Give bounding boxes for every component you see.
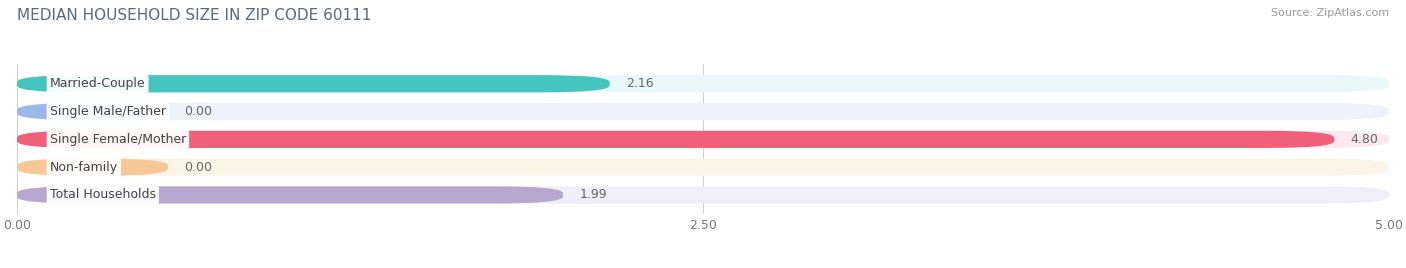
FancyBboxPatch shape <box>17 159 167 176</box>
Text: MEDIAN HOUSEHOLD SIZE IN ZIP CODE 60111: MEDIAN HOUSEHOLD SIZE IN ZIP CODE 60111 <box>17 8 371 23</box>
Text: Total Households: Total Households <box>49 188 156 202</box>
Text: 0.00: 0.00 <box>184 161 212 174</box>
Text: 1.99: 1.99 <box>579 188 607 202</box>
FancyBboxPatch shape <box>17 75 1389 92</box>
FancyBboxPatch shape <box>17 159 1389 176</box>
Text: Single Female/Mother: Single Female/Mother <box>49 133 186 146</box>
Text: 4.80: 4.80 <box>1351 133 1378 146</box>
FancyBboxPatch shape <box>17 186 1389 204</box>
FancyBboxPatch shape <box>17 131 1389 148</box>
Text: 2.16: 2.16 <box>626 77 654 90</box>
Text: 0.00: 0.00 <box>184 105 212 118</box>
Text: Single Male/Father: Single Male/Father <box>49 105 166 118</box>
FancyBboxPatch shape <box>17 131 1334 148</box>
FancyBboxPatch shape <box>17 103 167 120</box>
FancyBboxPatch shape <box>17 75 610 92</box>
Text: Source: ZipAtlas.com: Source: ZipAtlas.com <box>1271 8 1389 18</box>
FancyBboxPatch shape <box>17 103 1389 120</box>
Text: Non-family: Non-family <box>49 161 118 174</box>
Text: Married-Couple: Married-Couple <box>49 77 145 90</box>
FancyBboxPatch shape <box>17 186 562 204</box>
